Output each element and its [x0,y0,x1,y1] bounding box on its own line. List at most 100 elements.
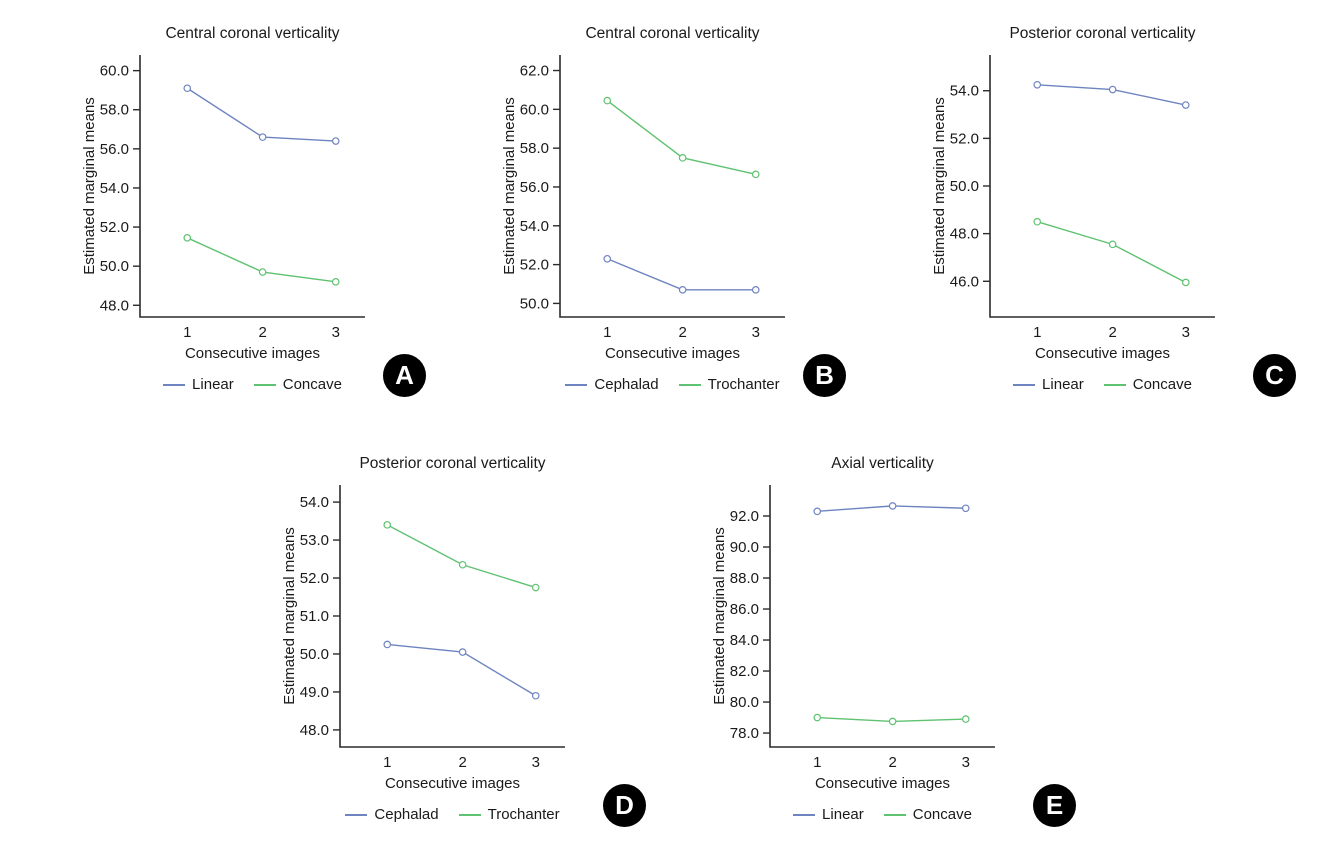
x-tick-label: 1 [183,324,191,341]
legend-label: Trochanter [487,806,560,823]
y-tick-label: 52.0 [950,130,979,147]
y-tick-label: 48.0 [950,226,979,243]
chart-c-canvas: Posterior coronal verticality Estimated m… [931,25,1215,362]
data-point-marker [888,717,897,726]
chart-title: Central coronal verticality [165,25,339,42]
axis-line [139,55,365,318]
series-line-concave [1037,221,1187,284]
y-tick-label: 52.0 [100,219,129,236]
y-tick-label: 48.0 [100,297,129,314]
legend-e: Linear Concave [660,806,1105,823]
legend-label: Cephalad [374,806,439,823]
legend-item: Cephalad [565,376,659,393]
panel-badge-e: E [1033,784,1076,827]
chart-a-canvas: Central coronal verticality Estimated mar… [81,25,365,362]
legend-item: Trochanter [678,376,780,393]
legend-item: Concave [883,806,972,823]
legend-item: Linear [793,806,864,823]
data-point-marker [678,286,687,294]
y-tick-label: 50.0 [300,646,329,663]
panel-d: Posterior coronal verticality Estimated m… [230,448,670,848]
chart-title: Posterior coronal verticality [1009,25,1195,42]
x-tick-label: 3 [532,754,540,771]
legend-item: Trochanter [458,806,560,823]
legend-label: Concave [1132,376,1192,393]
series-line-linear [186,87,336,142]
data-point-marker [603,96,612,105]
y-tick-label: 46.0 [950,273,979,290]
legend-line-icon [1103,383,1126,386]
x-tick-label: 2 [678,324,686,341]
data-point-marker [1181,101,1190,109]
legend-a: Linear Concave [30,376,475,393]
y-axis-label: Estimated marginal means [501,97,518,275]
axis-line [769,485,995,748]
x-tick-label: 1 [813,754,821,771]
y-tick-label: 60.0 [100,63,129,80]
y-tick-label: 52.0 [300,570,329,587]
x-tick-label: 3 [962,754,970,771]
legend-label: Concave [912,806,972,823]
panel-a: Central coronal verticality Estimated mar… [30,18,450,418]
y-tick-label: 84.0 [730,632,759,649]
y-axis-label: Estimated marginal means [931,97,948,275]
x-axis-label: Consecutive images [605,345,740,362]
x-tick-label: 1 [1033,324,1041,341]
y-axis-label: Estimated marginal means [711,527,728,705]
data-point-marker [751,170,760,179]
data-point-marker [603,254,612,263]
data-point-marker [888,502,897,510]
panel-c: Posterior coronal verticality Estimated m… [880,18,1320,418]
y-tick-label: 58.0 [520,140,549,157]
x-tick-label: 3 [752,324,760,341]
legend-label: Linear [1042,376,1084,393]
y-axis-label: Estimated marginal means [281,527,298,705]
y-tick-label: 82.0 [730,663,759,680]
y-tick-label: 54.0 [520,218,549,235]
legend-line-icon [458,813,481,816]
data-point-marker [258,133,267,141]
x-axis-label: Consecutive images [815,775,950,792]
data-point-marker [331,137,340,145]
legend-line-icon [1013,383,1036,386]
y-tick-label: 49.0 [300,684,329,701]
data-point-marker [1108,85,1117,94]
data-point-marker [813,507,822,516]
data-point-marker [531,691,540,700]
data-point-marker [383,521,392,529]
panel-b: Central coronal verticality Estimated mar… [450,18,870,418]
panel-badge-b: B [803,354,846,397]
legend-line-icon [565,383,588,386]
legend-label: Trochanter [707,376,780,393]
chart-b-canvas: Central coronal verticality Estimated mar… [501,25,785,362]
y-tick-label: 54.0 [300,494,329,511]
x-tick-label: 2 [258,324,266,341]
axis-line [339,485,565,748]
y-tick-label: 54.0 [950,83,979,100]
data-point-marker [183,234,192,242]
y-tick-label: 50.0 [100,258,129,275]
x-tick-label: 2 [1108,324,1116,341]
y-tick-label: 56.0 [100,141,129,158]
y-tick-label: 62.0 [520,63,549,80]
legend-item: Linear [163,376,234,393]
x-axis-label: Consecutive images [1035,345,1170,362]
legend-line-icon [793,813,816,816]
legend-c: Linear Concave [880,376,1325,393]
legend-item: Cephalad [345,806,439,823]
data-point-marker [458,560,467,569]
legend-line-icon [253,383,276,386]
data-point-marker [531,583,540,592]
y-tick-label: 58.0 [100,102,129,119]
y-tick-label: 80.0 [730,694,759,711]
y-tick-label: 86.0 [730,601,759,618]
y-tick-label: 56.0 [520,179,549,196]
y-tick-label: 52.0 [520,257,549,274]
data-point-marker [678,154,687,162]
panel-badge-c: C [1253,354,1296,397]
panel-badge-d: D [603,784,646,827]
data-point-marker [458,648,467,656]
y-tick-label: 78.0 [730,725,759,742]
y-tick-label: 92.0 [730,508,759,525]
y-tick-label: 88.0 [730,570,759,587]
